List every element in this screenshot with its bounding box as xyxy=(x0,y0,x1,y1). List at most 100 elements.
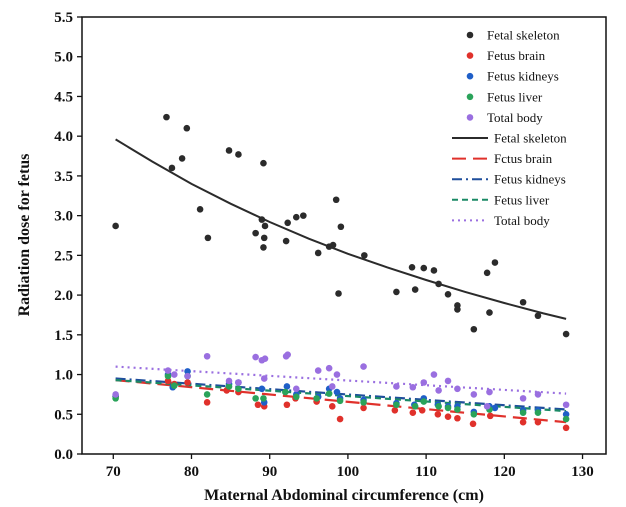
point-fetus-brain xyxy=(164,377,172,385)
point-total-body xyxy=(430,371,438,378)
point-fetal-skeleton xyxy=(258,216,266,223)
point-fetus-liver xyxy=(336,397,344,405)
point-fetus-liver xyxy=(203,391,211,398)
y-tick-label: 4.0 xyxy=(54,129,73,145)
point-total-body xyxy=(393,383,400,390)
legend-label: Fetal skeleton xyxy=(494,131,567,146)
y-tick-label: 3.0 xyxy=(54,209,73,225)
fit-line-fetal-skeleton xyxy=(115,138,567,320)
point-total-body xyxy=(284,351,291,358)
point-fetal-skeleton xyxy=(196,205,204,213)
legend-label: Fetus kidneys xyxy=(494,172,566,187)
legend-item-fetal-skeleton: Fetal skeleton xyxy=(452,131,567,146)
point-fetal-skeleton xyxy=(332,196,340,204)
y-tick-label: 3.5 xyxy=(54,169,73,185)
point-fetus-liver xyxy=(411,403,419,410)
point-fetus-brain xyxy=(409,409,417,416)
legend-label: Total body xyxy=(487,110,543,125)
point-fetal-skeleton xyxy=(486,309,493,316)
point-fetus-brain xyxy=(534,418,542,426)
legend-label: Fctus brain xyxy=(494,151,553,166)
point-fetus-brain xyxy=(328,403,336,410)
point-fetal-skeleton xyxy=(430,267,438,274)
point-total-body xyxy=(486,388,493,396)
axis-ticks: 70 80 90 100 110 120 130 0.0 0.5 1.0 1.5 2.0 2.5 3.0 3… xyxy=(54,10,594,480)
point-total-body xyxy=(333,371,341,378)
legend-marker xyxy=(466,72,474,80)
legend-item-fetus-kidneys: Fetus kidneys xyxy=(466,69,559,84)
point-fetus-liver xyxy=(292,393,300,401)
point-fetus-liver xyxy=(313,395,320,402)
legend-label: Fetus kidneys xyxy=(487,69,559,84)
y-tick-label: 1.5 xyxy=(54,328,73,344)
point-fetus-liver xyxy=(252,395,259,402)
point-fetal-skeleton xyxy=(292,213,300,221)
legend-marker xyxy=(466,31,474,39)
point-fetal-skeleton xyxy=(300,212,307,219)
point-fetus-liver xyxy=(225,383,233,390)
y-tick-label: 5.0 xyxy=(54,50,73,66)
point-fetus-liver xyxy=(435,403,442,410)
y-tick-label: 2.0 xyxy=(54,288,73,304)
point-fetus-kidneys xyxy=(333,388,341,396)
legend-label: Fetal skeleton xyxy=(487,28,560,43)
point-total-body xyxy=(562,401,570,409)
point-fetus-brain xyxy=(434,410,442,418)
point-fetus-liver xyxy=(534,409,542,416)
point-fetal-skeleton xyxy=(163,113,170,121)
x-tick-label: 120 xyxy=(493,464,516,480)
point-fetus-kidneys xyxy=(562,410,570,418)
point-fetal-skeleton xyxy=(260,159,267,167)
point-total-body xyxy=(260,375,268,382)
point-fetus-brain xyxy=(469,420,477,428)
x-tick-label: 70 xyxy=(106,464,121,480)
point-fetal-skeleton xyxy=(435,280,442,288)
point-fetus-brain xyxy=(184,379,191,386)
point-fetal-skeleton xyxy=(483,269,491,277)
point-fetus-liver xyxy=(454,406,461,413)
point-total-body xyxy=(112,391,119,398)
x-tick-label: 110 xyxy=(415,464,437,480)
legend-item-total-body: Total body xyxy=(452,213,550,228)
point-fetus-liver xyxy=(170,382,178,389)
point-fetal-skeleton xyxy=(168,164,176,172)
fit-line-fetus-kidneys xyxy=(115,377,567,411)
point-fetus-liver xyxy=(393,401,400,409)
point-fetal-skeleton xyxy=(225,147,233,154)
legend-item-fctus-brain: Fctus brain xyxy=(452,151,553,166)
point-fetus-liver xyxy=(360,399,367,406)
point-fetus-liver xyxy=(325,390,333,397)
point-fetus-brain xyxy=(391,407,399,414)
point-total-body xyxy=(252,353,259,361)
point-fetus-kidneys xyxy=(283,383,291,390)
point-total-body xyxy=(483,403,491,410)
point-fetus-liver xyxy=(260,395,267,402)
point-total-body xyxy=(409,383,417,391)
fit-line-total-body xyxy=(115,365,567,395)
point-fetus-liver xyxy=(164,372,172,380)
point-fetus-liver xyxy=(444,404,452,412)
point-total-body xyxy=(444,377,452,385)
point-total-body xyxy=(261,355,269,362)
point-fetus-kidneys xyxy=(258,385,266,393)
legend-marker xyxy=(466,114,474,121)
point-fetal-skeleton xyxy=(444,290,452,298)
x-tick-label: 100 xyxy=(337,464,360,480)
point-total-body xyxy=(328,383,336,390)
point-total-body xyxy=(225,377,233,385)
legend-label: Fetus brain xyxy=(487,48,546,63)
x-tick-label: 80 xyxy=(184,464,199,480)
legend-label: Fetus liver xyxy=(494,192,550,207)
point-total-body xyxy=(420,379,428,386)
point-fetus-brain xyxy=(203,399,211,406)
point-fetus-brain xyxy=(418,407,426,414)
point-fetal-skeleton xyxy=(411,286,419,293)
x-tick-label: 90 xyxy=(262,464,277,480)
point-total-body xyxy=(235,379,242,386)
point-fetal-skeleton xyxy=(519,298,527,306)
point-fetus-brain xyxy=(336,415,344,423)
point-total-body xyxy=(454,385,461,393)
point-fetal-skeleton xyxy=(260,234,268,242)
legend-item-total-body: Total body xyxy=(466,110,543,125)
